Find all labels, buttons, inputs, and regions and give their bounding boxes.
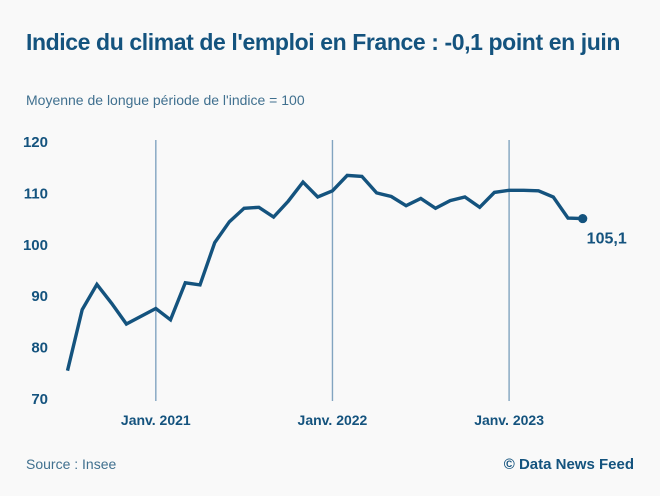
index-line xyxy=(65,173,583,372)
chart-subtitle: Moyenne de longue période de l'indice = … xyxy=(26,92,305,108)
end-value-label: 105,1 xyxy=(587,231,627,248)
y-tick-label: 120 xyxy=(23,134,48,151)
y-tick-label: 100 xyxy=(23,237,48,254)
y-tick-label: 110 xyxy=(24,185,48,202)
end-point-dot xyxy=(578,213,588,224)
y-tick-label: 90 xyxy=(31,288,48,305)
credit-label: © Data News Feed xyxy=(503,456,634,473)
x-axis-label: Janv. 2022 xyxy=(298,412,368,428)
y-tick-label: 80 xyxy=(31,340,48,357)
x-axis-label: Janv. 2023 xyxy=(474,412,544,428)
x-axis-label: Janv. 2021 xyxy=(121,412,191,428)
page-title: Indice du climat de l'emploi en France :… xyxy=(26,29,621,55)
source-label: Source : Insee xyxy=(26,456,117,472)
employment-climate-chart: Janv. 2021 Janv. 2022 Janv. 2023 120 110 100 9… xyxy=(23,134,627,428)
y-tick-label: 70 xyxy=(31,391,48,408)
footer: Source : Insee © Data News Feed xyxy=(26,456,634,473)
